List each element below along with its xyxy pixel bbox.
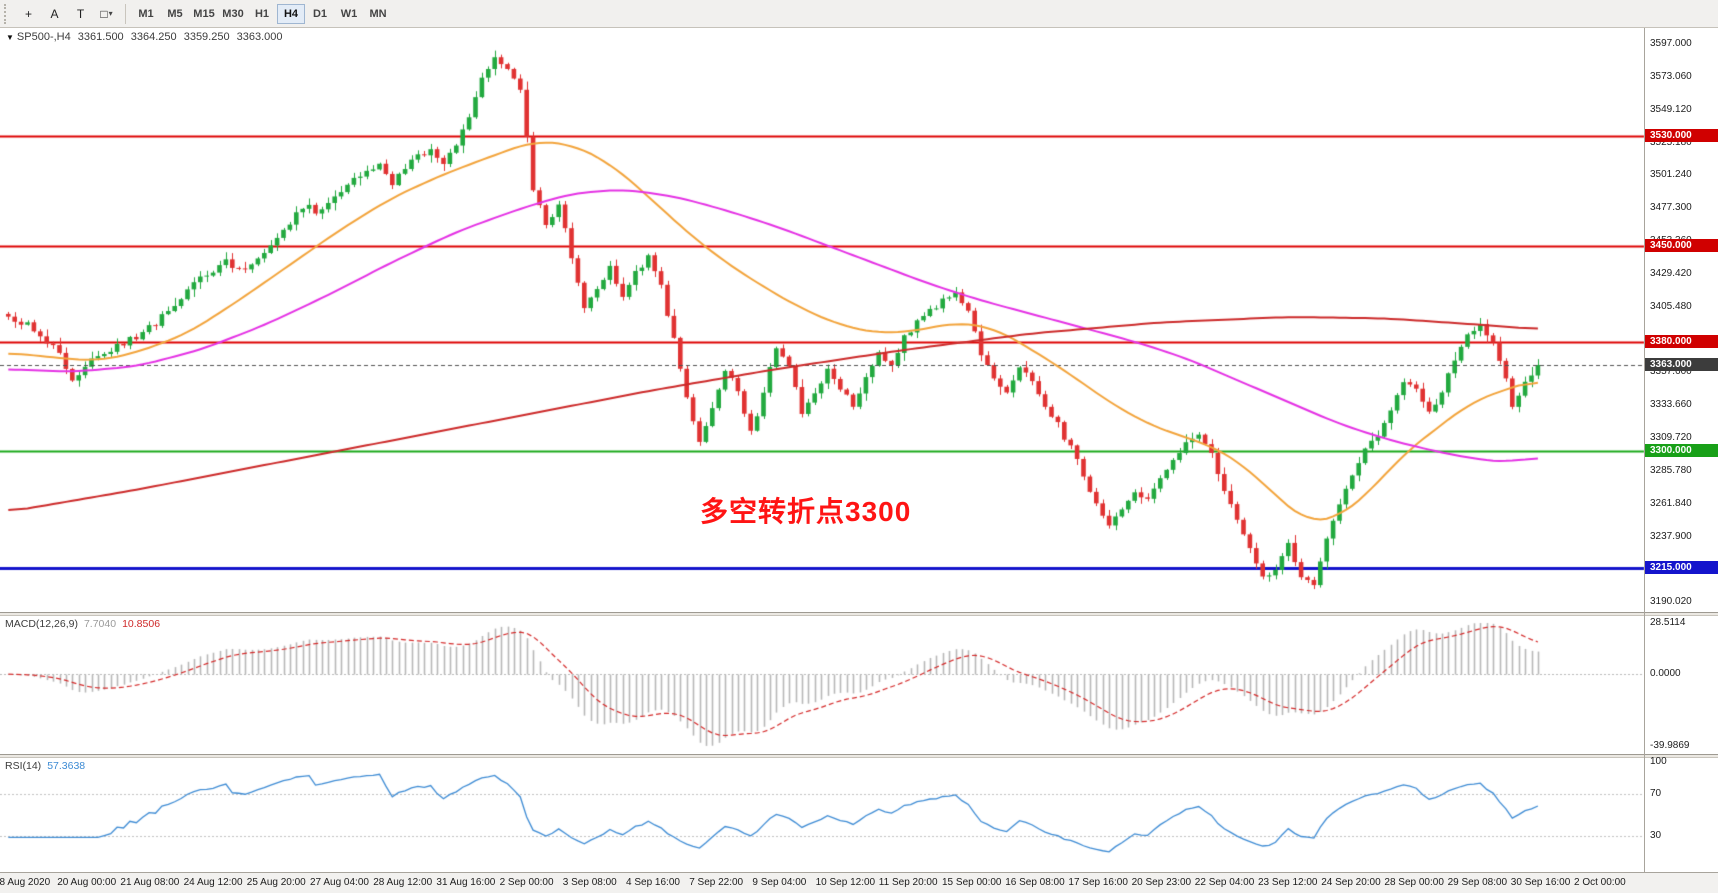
chart-text-annotation: 多空转折点3300	[700, 496, 912, 527]
crosshair-tool-button[interactable]: +	[16, 3, 41, 25]
price-line-badge: 3215.000	[1645, 560, 1718, 574]
high-value: 3364.250	[130, 31, 177, 43]
symbol-ohlc-info: ▼ SP500-,H4 3361.500 3364.250 3359.250 33…	[6, 31, 287, 43]
pane-divider[interactable]	[0, 612, 1718, 616]
macd-main-value: 7.7040	[83, 618, 117, 630]
price-axis-label: 3429.420	[1650, 267, 1692, 279]
crosshair-icon: +	[24, 6, 32, 21]
time-axis-label: 7 Sep 22:00	[689, 877, 744, 888]
macd-pane-canvas[interactable]	[0, 616, 1718, 754]
time-axis-label: 24 Sep 20:00	[1321, 877, 1381, 888]
time-axis-label: 2 Sep 00:00	[499, 877, 554, 888]
time-axis-label: 21 Aug 08:00	[120, 877, 180, 888]
time-axis-label: 28 Aug 12:00	[373, 877, 433, 888]
time-axis-label: 18 Aug 2020	[0, 877, 51, 888]
label-tool-button[interactable]: T	[68, 3, 93, 25]
timeframe-d1-button[interactable]: D1	[306, 4, 334, 24]
time-axis-label: 20 Aug 00:00	[57, 877, 117, 888]
time-axis-label: 24 Aug 12:00	[183, 877, 243, 888]
chart-window: ▼ SP500-,H4 3361.500 3364.250 3359.250 33…	[0, 28, 1718, 893]
time-axis-label: 9 Sep 04:00	[752, 877, 807, 888]
text-tool-button[interactable]: A	[42, 3, 67, 25]
price-line-badge: 3530.000	[1645, 128, 1718, 142]
price-axis-label: 3333.660	[1650, 399, 1692, 411]
time-axis-label: 10 Sep 12:00	[815, 877, 876, 888]
time-axis-label: 15 Sep 00:00	[942, 877, 1002, 888]
price-axis-label: 3237.900	[1650, 530, 1692, 542]
main-chart-canvas[interactable]	[0, 28, 1718, 612]
price-axis-label: 3309.720	[1650, 432, 1692, 444]
timeframe-w1-button[interactable]: W1	[335, 4, 363, 24]
price-line-badge: 3300.000	[1645, 444, 1718, 458]
price-axis-label: 3190.020	[1650, 596, 1692, 608]
timeframe-m15-button[interactable]: M15	[190, 4, 218, 24]
low-value: 3359.250	[183, 31, 230, 43]
text-icon: A	[50, 6, 59, 21]
rsi-axis-label: 100	[1650, 756, 1667, 767]
time-axis-label: 23 Sep 12:00	[1258, 877, 1318, 888]
toolbar: + A T □ ▾ M1 M5 M15 M30 H1 H4 D1 W1 MN	[0, 0, 1718, 28]
price-line-badge: 3380.000	[1645, 334, 1718, 348]
price-axis-border	[1644, 28, 1645, 872]
macd-name: MACD(12,26,9)	[5, 618, 78, 630]
rsi-name: RSI(14)	[5, 760, 42, 772]
price-line-badge: 3450.000	[1645, 238, 1718, 252]
time-axis-label: 20 Sep 23:00	[1131, 877, 1192, 888]
time-axis-label: 4 Sep 16:00	[626, 877, 680, 888]
price-axis-label: 3573.060	[1650, 70, 1692, 82]
time-axis-label: 28 Sep 00:00	[1384, 877, 1444, 888]
time-axis-label: 30 Sep 16:00	[1510, 877, 1571, 888]
time-axis-label: 22 Sep 04:00	[1194, 877, 1255, 888]
price-axis-label: 3357.600	[1650, 366, 1692, 378]
shapes-icon: □	[100, 6, 108, 21]
timeframe-m30-button[interactable]: M30	[219, 4, 247, 24]
price-axis-label: 3285.780	[1650, 464, 1692, 476]
rsi-axis-label: 70	[1650, 787, 1662, 799]
price-axis-label: 3405.480	[1650, 300, 1692, 312]
macd-indicator-label: MACD(12,26,9) 7.7040 10.8506	[5, 618, 160, 630]
price-axis-label: 3477.300	[1650, 202, 1692, 214]
macd-axis-label: 0.0000	[1650, 668, 1681, 680]
timeframe-h4-button[interactable]: H4	[277, 3, 305, 24]
rsi-axis-label: 30	[1650, 830, 1662, 842]
shapes-dropdown-button[interactable]: □ ▾	[94, 3, 119, 25]
toolbar-grip-handle[interactable]	[4, 3, 11, 24]
time-axis-label: 25 Aug 20:00	[246, 877, 306, 888]
price-axis-label: 3597.000	[1650, 38, 1692, 49]
symbol-name: SP500-,H4	[16, 31, 71, 43]
time-axis-label: 31 Aug 16:00	[436, 877, 496, 888]
dropdown-triangle-icon: ▼	[6, 33, 14, 42]
rsi-pane-canvas[interactable]	[0, 758, 1718, 872]
rsi-indicator-label: RSI(14) 57.3638	[5, 760, 85, 772]
open-value: 3361.500	[77, 31, 124, 43]
chevron-down-icon: ▾	[108, 9, 113, 18]
price-axis[interactable]: 3597.000 3573.060 3549.120 3525.180 3501.240…	[1645, 28, 1718, 872]
time-axis-label: 17 Sep 16:00	[1068, 877, 1128, 888]
time-axis-label: 2 Oct 00:00	[1574, 877, 1626, 888]
current-price-badge: 3363.000	[1645, 357, 1718, 371]
timeframe-m1-button[interactable]: M1	[132, 4, 160, 24]
price-axis-label: 3525.180	[1650, 136, 1692, 148]
time-axis-label: 3 Sep 08:00	[562, 877, 617, 888]
close-value: 3363.000	[236, 31, 283, 43]
price-axis-label: 3501.240	[1650, 169, 1692, 181]
macd-axis-label: 28.5114	[1650, 617, 1686, 628]
toolbar-separator	[125, 3, 126, 24]
macd-signal-value: 10.8506	[122, 618, 161, 630]
macd-axis-label: -39.9869	[1650, 740, 1690, 751]
price-axis-label: 3549.120	[1650, 103, 1692, 115]
rsi-value: 57.3638	[47, 760, 86, 772]
pane-divider[interactable]	[0, 754, 1718, 758]
time-axis-label: 27 Aug 04:00	[310, 877, 369, 888]
timeframe-mn-button[interactable]: MN	[364, 4, 392, 24]
time-axis-label: 11 Sep 20:00	[878, 877, 938, 888]
timeframe-m5-button[interactable]: M5	[161, 4, 189, 24]
time-axis-label: 16 Sep 08:00	[1005, 877, 1065, 888]
price-axis-label: 3261.840	[1650, 497, 1692, 509]
label-icon: T	[76, 6, 85, 21]
timeframe-h1-button[interactable]: H1	[248, 4, 276, 24]
time-axis-label: 29 Sep 08:00	[1447, 877, 1508, 888]
